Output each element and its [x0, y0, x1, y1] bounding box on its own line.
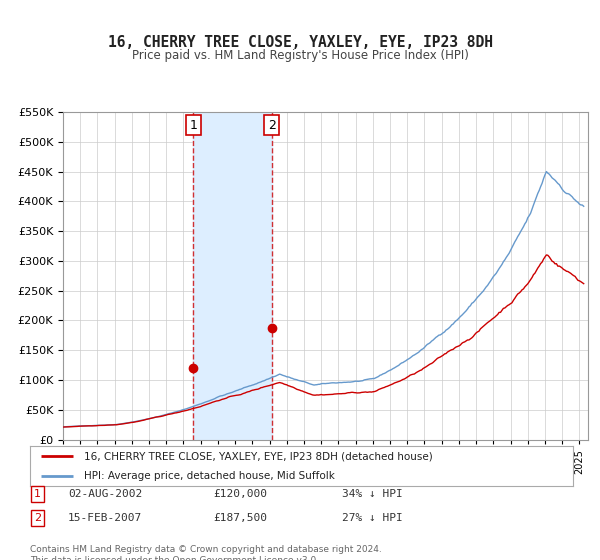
- Text: 16, CHERRY TREE CLOSE, YAXLEY, EYE, IP23 8DH: 16, CHERRY TREE CLOSE, YAXLEY, EYE, IP23…: [107, 35, 493, 50]
- Text: 1: 1: [34, 489, 41, 499]
- Text: 2: 2: [34, 513, 41, 523]
- Bar: [193, 112, 272, 440]
- Text: 1: 1: [190, 119, 197, 132]
- Text: 27% ↓ HPI: 27% ↓ HPI: [341, 513, 403, 523]
- Text: 2: 2: [268, 119, 275, 132]
- Text: Contains HM Land Registry data © Crown copyright and database right 2024.
This d: Contains HM Land Registry data © Crown c…: [30, 545, 382, 560]
- Text: 15-FEB-2007: 15-FEB-2007: [68, 513, 142, 523]
- Text: £120,000: £120,000: [213, 489, 267, 499]
- Text: 34% ↓ HPI: 34% ↓ HPI: [341, 489, 403, 499]
- Text: 16, CHERRY TREE CLOSE, YAXLEY, EYE, IP23 8DH (detached house): 16, CHERRY TREE CLOSE, YAXLEY, EYE, IP23…: [85, 451, 433, 461]
- Text: Price paid vs. HM Land Registry's House Price Index (HPI): Price paid vs. HM Land Registry's House …: [131, 49, 469, 62]
- Text: 02-AUG-2002: 02-AUG-2002: [68, 489, 142, 499]
- Text: HPI: Average price, detached house, Mid Suffolk: HPI: Average price, detached house, Mid …: [85, 470, 335, 480]
- Text: £187,500: £187,500: [213, 513, 267, 523]
